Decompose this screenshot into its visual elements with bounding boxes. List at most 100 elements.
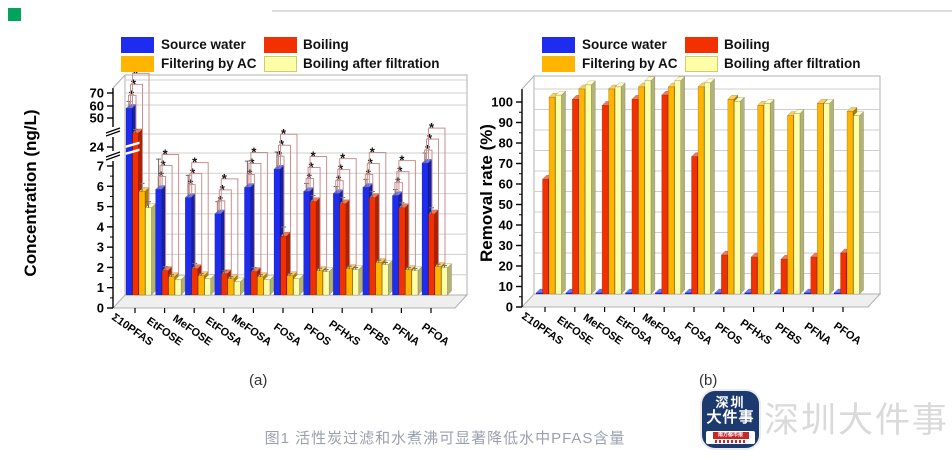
bar-side bbox=[620, 82, 626, 295]
bar-a-PFHxS-boiling bbox=[339, 203, 346, 296]
bar-a-MeFOSE-filtering-by-ac bbox=[197, 275, 205, 296]
legend-label: Source water bbox=[582, 37, 667, 52]
bar-b-PFHxS-boiling bbox=[750, 256, 758, 295]
bar-b-FOSA-filtering-by-ac bbox=[697, 86, 705, 295]
bar-side bbox=[591, 80, 596, 295]
y-tick-label: 80 bbox=[499, 136, 513, 151]
bar-b-PFNA-source-water bbox=[803, 292, 811, 295]
page-divider-line bbox=[272, 10, 952, 12]
bar-b-EtFOSA-boiling-after-filtration bbox=[644, 80, 652, 295]
bar-a-EtFOSE-filtering-by-ac bbox=[168, 276, 175, 296]
significance-star: * bbox=[281, 126, 287, 141]
significance-star: * bbox=[340, 151, 346, 166]
y-axis-title: Removal rate (%) bbox=[477, 124, 496, 262]
significance-star: * bbox=[399, 153, 405, 168]
bar-side bbox=[328, 267, 334, 296]
bar-side bbox=[769, 98, 775, 295]
significance-star: * bbox=[218, 193, 224, 208]
subplot-label-b: (b) bbox=[699, 372, 718, 389]
bar-break-band bbox=[125, 141, 140, 148]
y-tick-label: 50 bbox=[90, 111, 104, 126]
y-tick-label: 30 bbox=[499, 238, 513, 253]
legend-swatch-boiling bbox=[685, 36, 718, 53]
significance-bracket bbox=[280, 133, 298, 276]
significance-bracket bbox=[368, 151, 387, 262]
bar-b-EtFOSE-boiling-after-filtration bbox=[585, 84, 592, 295]
legend-swatch-filtering-by-ac bbox=[121, 55, 154, 72]
bar-a-PFNA-boiling-after-filtration bbox=[411, 270, 419, 296]
significance-bracket bbox=[398, 160, 416, 268]
bar-b-MeFOSA-boiling bbox=[661, 94, 668, 295]
axis-break-mark bbox=[105, 154, 121, 161]
chart-a: 0123456724506070Σ10PFASEtFOSEMeFOSEEtFOS… bbox=[21, 65, 469, 348]
bar-a-PFHxS-filtering-by-ac bbox=[345, 268, 353, 296]
significance-bracket bbox=[248, 162, 262, 274]
significance-star: * bbox=[277, 148, 283, 163]
bar-b-PFHxS-filtering-by-ac bbox=[757, 105, 764, 295]
significance-star: * bbox=[249, 155, 255, 170]
bar-side bbox=[829, 98, 834, 295]
bar-b-FOSA-boiling bbox=[691, 156, 698, 295]
significance-star: * bbox=[368, 155, 374, 170]
legend-swatch-boiling bbox=[264, 36, 297, 53]
category-label: Σ10PFAS bbox=[519, 310, 565, 347]
category-label: PFHxS bbox=[738, 317, 774, 347]
y-tick-label: 70 bbox=[90, 86, 104, 101]
watermark-logo: 深圳 大件事 南方都市报 bbox=[702, 391, 759, 448]
category-label: Σ10PFAS bbox=[109, 311, 155, 348]
significance-star: * bbox=[188, 177, 194, 192]
category-label: PFBS bbox=[773, 321, 804, 348]
bar-a-PFNA-boiling bbox=[398, 207, 406, 296]
bar-b-EtFOSA-filtering-by-ac bbox=[638, 86, 645, 295]
bar-b-PFOA-filtering-by-ac bbox=[846, 111, 854, 295]
bar-b-FOSA-boiling-after-filtration bbox=[704, 82, 711, 295]
significance-star: * bbox=[309, 160, 315, 175]
significance-star: * bbox=[190, 166, 196, 181]
watermark-text: 深圳大件事 bbox=[764, 401, 950, 440]
significance-bracket bbox=[428, 127, 446, 265]
bar-a-PFOA-boiling-after-filtration bbox=[441, 267, 448, 296]
y-tick-label: 10 bbox=[499, 279, 513, 294]
watermark-logo-line2: 大件事 bbox=[706, 409, 755, 426]
y-tick-label: 7 bbox=[97, 159, 104, 174]
bar-a-PFOS-filtering-by-ac bbox=[316, 270, 323, 296]
significance-star: * bbox=[129, 87, 135, 102]
significance-star: * bbox=[395, 175, 401, 190]
significance-bracket bbox=[309, 156, 328, 269]
bar-b-EtFOSE-boiling bbox=[572, 99, 579, 295]
bar-side bbox=[799, 108, 805, 295]
bar-b-MeFOSE-boiling bbox=[601, 105, 609, 295]
bar-b-EtFOSA-boiling bbox=[631, 99, 639, 295]
significance-bracket bbox=[189, 173, 203, 273]
legend-swatch-boiling-after-filtration bbox=[264, 55, 297, 72]
significance-bracket bbox=[250, 151, 268, 277]
bar-b-PFBS-filtering-by-ac bbox=[787, 115, 794, 295]
category-label: PFOA bbox=[831, 320, 863, 347]
significance-bracket bbox=[218, 189, 232, 276]
bar-b-PFHxS-source-water bbox=[744, 292, 751, 295]
bar-side bbox=[358, 265, 363, 296]
watermark-logo-dots bbox=[714, 440, 747, 443]
significance-bracket bbox=[278, 144, 291, 273]
legend-chart-a: Source water Boiling Filtering by AC Boilin… bbox=[121, 36, 440, 72]
legend-label: Boiling after filtration bbox=[303, 56, 440, 71]
axis-break-gap bbox=[106, 151, 121, 161]
bar-a-PFOA-boiling bbox=[428, 213, 435, 296]
significance-star: * bbox=[336, 173, 342, 188]
bar-a-PFOS-boiling-after-filtration bbox=[322, 271, 330, 296]
axis-break-mark bbox=[105, 127, 121, 134]
bar-side bbox=[740, 96, 745, 295]
legend-swatch-filtering-by-ac bbox=[542, 55, 575, 72]
significance-star: * bbox=[429, 120, 435, 135]
bar-side bbox=[710, 78, 715, 295]
bar-break-band bbox=[125, 148, 140, 155]
significance-bracket bbox=[339, 158, 357, 267]
axis-break-gap bbox=[106, 127, 121, 137]
bar-a-FOSA-filtering-by-ac bbox=[286, 275, 294, 296]
significance-star: * bbox=[425, 142, 431, 157]
bar-a-MeFOSA-filtering-by-ac bbox=[257, 276, 264, 296]
bar-a-MeFOSA-boiling-after-filtration bbox=[263, 279, 271, 296]
subplot-label-a: (a) bbox=[249, 372, 268, 389]
significance-star: * bbox=[279, 137, 285, 152]
